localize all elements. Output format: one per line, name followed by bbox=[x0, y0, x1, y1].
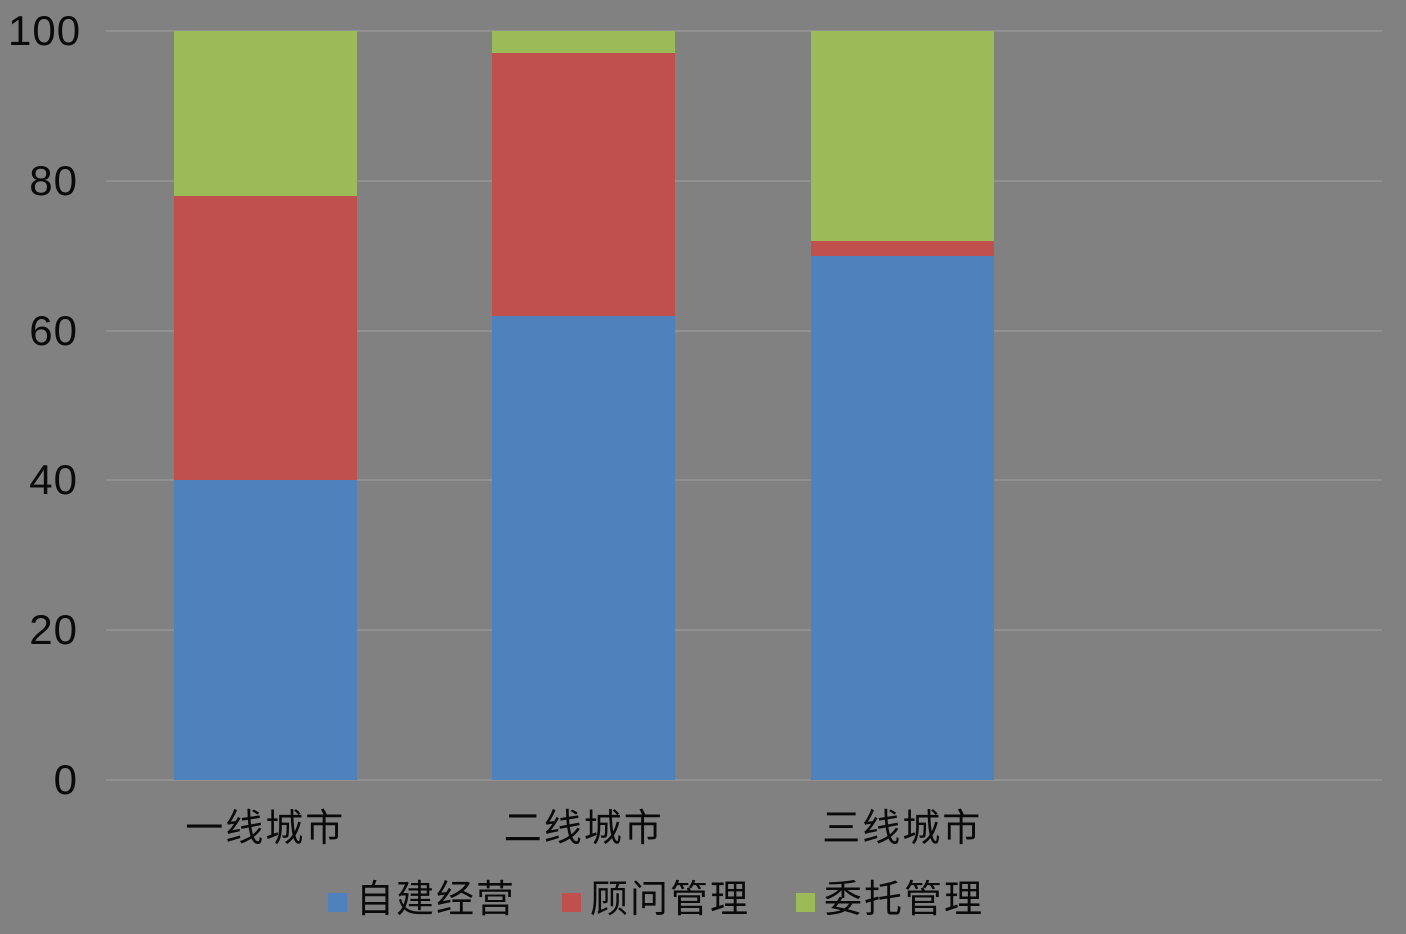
grid-line-40 bbox=[106, 479, 1382, 482]
legend-label: 自建经营 bbox=[355, 879, 516, 921]
legend-label: 顾问管理 bbox=[589, 879, 751, 921]
legend-label: 委托管理 bbox=[824, 879, 985, 921]
y-tick-label-40: 40 bbox=[29, 456, 78, 504]
legend-swatch-icon bbox=[327, 892, 347, 912]
legend-item-自建经营: 自建经营 bbox=[327, 878, 516, 922]
x-category-label-二线城市: 二线城市 bbox=[503, 808, 664, 850]
x-category-label-三线城市: 三线城市 bbox=[822, 808, 983, 850]
chart-legend: 自建经营 顾问管理 委托管理 bbox=[327, 878, 984, 922]
y-tick-label-60: 60 bbox=[29, 306, 78, 354]
x-category-label-一线城市: 一线城市 bbox=[185, 808, 346, 850]
bar-segment-二线城市-自建经营 bbox=[492, 315, 676, 780]
y-tick-label-100: 100 bbox=[8, 7, 82, 54]
y-tick-label-80: 80 bbox=[29, 156, 78, 204]
legend-swatch-icon bbox=[796, 892, 816, 912]
bar-segment-三线城市-自建经营 bbox=[810, 255, 994, 780]
bar-segment-三线城市-委托管理 bbox=[810, 31, 994, 241]
bar-segment-一线城市-委托管理 bbox=[173, 31, 357, 196]
bar-segment-二线城市-顾问管理 bbox=[492, 53, 676, 316]
grid-line-80 bbox=[106, 179, 1382, 182]
y-tick-label-0: 0 bbox=[53, 756, 78, 803]
bar-segment-一线城市-自建经营 bbox=[173, 480, 357, 780]
y-tick-label-20: 20 bbox=[29, 606, 78, 654]
bar-segment-二线城市-委托管理 bbox=[492, 31, 676, 54]
legend-item-顾问管理: 顾问管理 bbox=[561, 878, 751, 922]
grid-line-20 bbox=[106, 629, 1382, 632]
grid-line-100 bbox=[106, 30, 1382, 32]
grid-line-60 bbox=[106, 329, 1382, 332]
legend-item-委托管理: 委托管理 bbox=[796, 878, 984, 922]
bar-segment-一线城市-顾问管理 bbox=[173, 195, 357, 481]
legend-swatch-icon bbox=[561, 892, 581, 912]
bar-segment-三线城市-顾问管理 bbox=[810, 240, 994, 256]
grid-line-0 bbox=[106, 779, 1382, 781]
